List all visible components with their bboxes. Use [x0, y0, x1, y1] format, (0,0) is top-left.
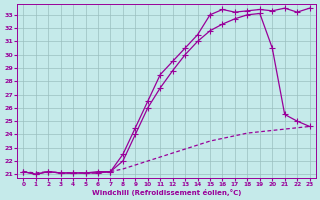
X-axis label: Windchill (Refroidissement éolien,°C): Windchill (Refroidissement éolien,°C) — [92, 189, 241, 196]
